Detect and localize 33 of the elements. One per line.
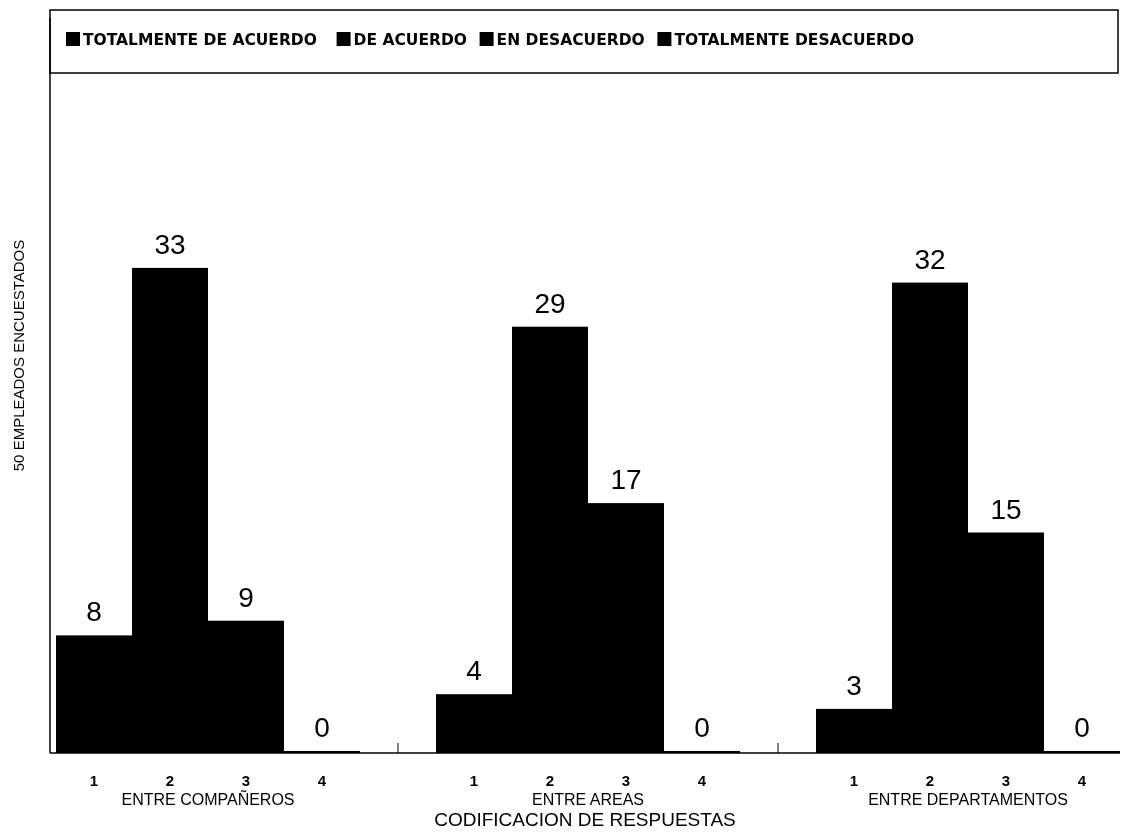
legend-label: TOTALMENTE DESACUERDO <box>674 31 915 49</box>
x-tick-label: 1 <box>89 772 99 789</box>
data-label: 8 <box>86 596 102 628</box>
data-label: 0 <box>694 712 710 743</box>
legend-label: DE ACUERDO <box>353 31 467 49</box>
data-label: 0 <box>1074 712 1090 743</box>
text: ENTRE DEPARTAMENTOS <box>868 791 1068 808</box>
data-label: 29 <box>534 287 566 319</box>
data-label: 4 <box>466 655 482 687</box>
data-label: 0 <box>314 712 330 743</box>
data-label: 3 <box>846 669 862 701</box>
legend-label: EN DESACUERDO <box>496 31 645 49</box>
x-tick-label: 4 <box>697 772 707 789</box>
x-tick-label: 3 <box>1001 772 1011 789</box>
x-tick-label: 1 <box>469 772 479 789</box>
data-label: 32 <box>914 243 946 275</box>
x-tick-label: 4 <box>1077 772 1087 789</box>
x-tick-label: 3 <box>621 772 631 789</box>
data-label: 33 <box>154 228 186 260</box>
x-tick-label: 2 <box>165 772 175 789</box>
x-tick-label: 4 <box>317 772 327 789</box>
data-label: 17 <box>610 464 642 496</box>
text: ENTRE AREAS <box>531 791 645 808</box>
x-tick-label: 3 <box>241 772 251 789</box>
data-label: 9 <box>238 581 254 613</box>
x-tick-label: 2 <box>925 772 935 789</box>
legend-label: TOTALMENTE DE ACUERDO <box>83 31 317 49</box>
text: ENTRE COMPAÑEROS <box>121 789 295 808</box>
x-tick-label: 2 <box>545 772 555 789</box>
y-axis-title: 50 EMPLEADOS ENCUESTADOS <box>10 239 27 472</box>
x-tick-label: 1 <box>849 772 859 789</box>
x-axis-title: CODIFICACION DE RESPUESTAS <box>434 809 736 830</box>
data-label: 15 <box>990 493 1022 525</box>
